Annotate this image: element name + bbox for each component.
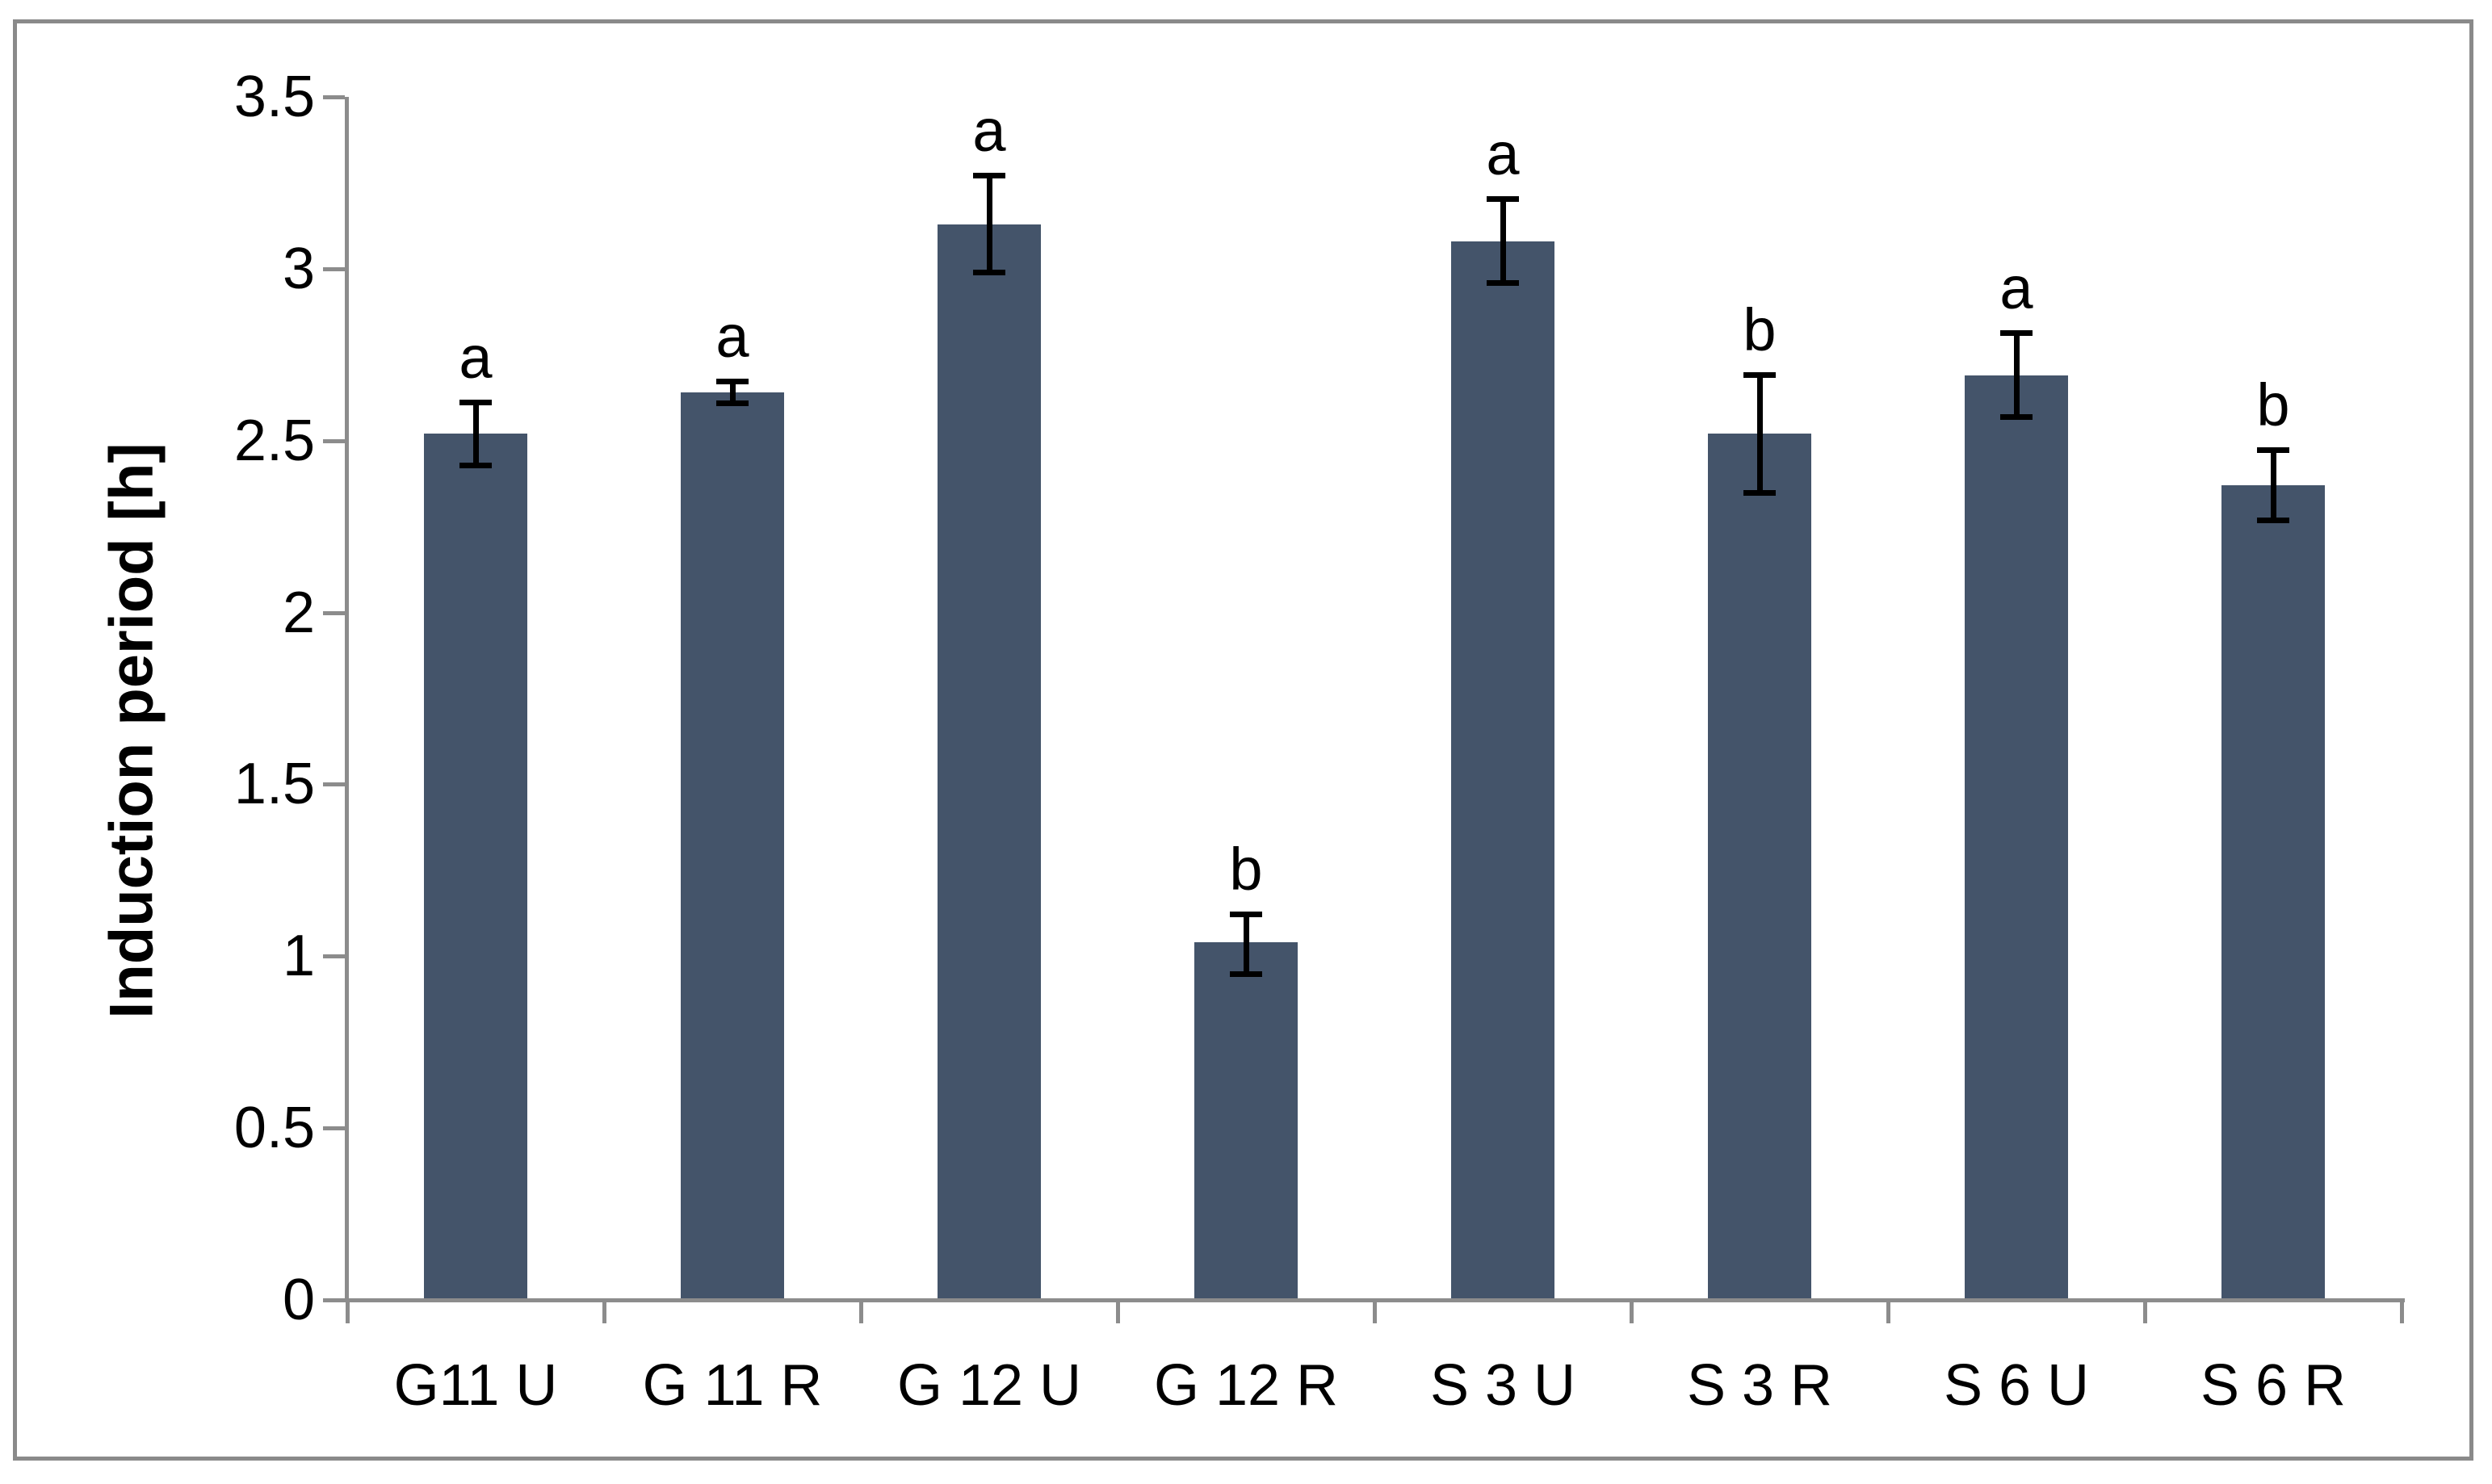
bar-s-3-u: [1451, 241, 1554, 1298]
y-axis-tick: [323, 1126, 345, 1131]
error-bar-cap-top: [1230, 911, 1262, 917]
significance-letter: a: [459, 323, 493, 391]
y-axis-tick: [323, 266, 345, 271]
bar-g11-u: [424, 434, 527, 1298]
x-axis-tick: [1630, 1302, 1634, 1323]
error-bar-cap-top: [2000, 330, 2033, 337]
x-axis-tick: [1373, 1302, 1377, 1323]
bar-g-12-u: [938, 224, 1041, 1298]
y-tick-label: 0: [282, 1268, 315, 1332]
error-bar-line: [2270, 447, 2276, 523]
error-bar-cap-top: [1743, 371, 1776, 378]
y-tick-label: 3: [282, 236, 315, 301]
error-bar-line: [2013, 330, 2020, 421]
error-bar-line: [1500, 196, 1506, 287]
y-tick-label: 3.5: [233, 65, 315, 129]
x-axis-line: [345, 1298, 2405, 1302]
x-axis-tick: [602, 1302, 606, 1323]
error-bar-cap-top: [459, 399, 492, 405]
error-bar-cap-bottom: [973, 270, 1005, 276]
error-bar-cap-top: [1487, 196, 1519, 203]
x-axis-tick: [1886, 1302, 1890, 1323]
y-axis-tick: [323, 610, 345, 615]
x-axis-tick: [346, 1302, 350, 1323]
y-axis-line: [345, 97, 349, 1302]
error-bar-cap-bottom: [1743, 489, 1776, 496]
error-bar-cap-top: [2257, 447, 2289, 454]
error-bar-cap-bottom: [1487, 280, 1519, 287]
error-bar-cap-bottom: [459, 462, 492, 468]
error-bar-line: [1243, 911, 1249, 977]
bar-g-11-r: [681, 392, 784, 1298]
x-axis-tick: [1116, 1302, 1120, 1323]
category-label: G 11 R: [642, 1353, 823, 1418]
significance-letter: b: [2256, 371, 2290, 439]
y-axis-tick: [323, 782, 345, 787]
y-tick-label: 2: [282, 580, 315, 645]
error-bar-cap-bottom: [716, 400, 749, 407]
error-bar-line: [986, 172, 992, 276]
category-label: G 12 R: [1153, 1353, 1339, 1418]
y-tick-label: 1: [282, 924, 315, 989]
bar-s-6-r: [2221, 485, 2325, 1298]
x-axis-tick: [2400, 1302, 2404, 1323]
significance-letter: a: [1486, 120, 1520, 188]
category-label: S 6 R: [2200, 1353, 2347, 1418]
error-bar-line: [729, 379, 736, 407]
error-bar-line: [472, 399, 479, 468]
y-axis-tick: [323, 954, 345, 959]
y-axis-tick: [323, 1298, 345, 1302]
category-label: G 12 U: [896, 1353, 1082, 1418]
bar-s-3-r: [1708, 434, 1811, 1298]
significance-letter: a: [1999, 254, 2033, 322]
significance-letter: b: [1743, 296, 1777, 363]
error-bar-cap-bottom: [1230, 970, 1262, 977]
significance-letter: a: [972, 96, 1006, 164]
error-bar-line: [1756, 371, 1763, 496]
significance-letter: a: [715, 303, 749, 371]
error-bar-cap-top: [716, 379, 749, 385]
bar-s-6-u: [1965, 375, 2068, 1298]
error-bar-cap-top: [973, 172, 1005, 178]
error-bar-cap-bottom: [2257, 517, 2289, 523]
category-label: S 6 U: [1943, 1353, 2090, 1418]
y-tick-label: 0.5: [233, 1096, 315, 1161]
y-axis-tick: [323, 438, 345, 443]
y-tick-label: 1.5: [233, 752, 315, 817]
y-axis-tick: [323, 95, 345, 99]
x-axis-tick: [2143, 1302, 2147, 1323]
error-bar-cap-bottom: [2000, 414, 2033, 421]
x-axis-tick: [859, 1302, 863, 1323]
y-tick-label: 2.5: [233, 408, 315, 473]
category-label: S 3 U: [1429, 1353, 1576, 1418]
significance-letter: b: [1229, 835, 1263, 903]
bar-g-12-r: [1194, 942, 1298, 1298]
category-label: G11 U: [393, 1353, 558, 1418]
category-label: S 3 R: [1686, 1353, 1833, 1418]
